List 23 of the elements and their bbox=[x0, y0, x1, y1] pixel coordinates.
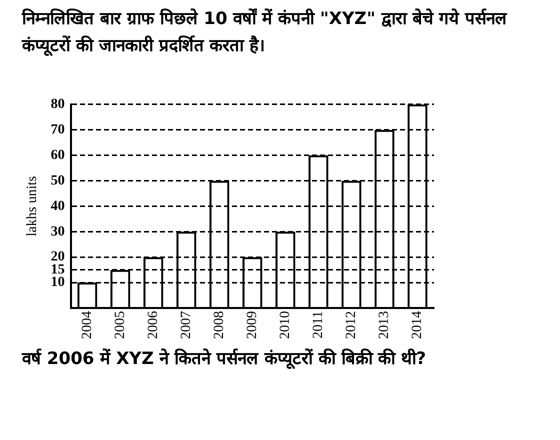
y-tick-label: 15 bbox=[50, 262, 65, 278]
x-tick-label: 2008 bbox=[212, 311, 228, 339]
x-tick-label: 2011 bbox=[311, 311, 326, 338]
x-tick-label: 2005 bbox=[113, 311, 128, 339]
x-tick-label: 2010 bbox=[278, 311, 294, 339]
x-tick-label: 2012 bbox=[344, 311, 360, 339]
y-axis-title: lakhs units bbox=[25, 176, 40, 236]
x-tick-label: 2007 bbox=[179, 311, 194, 339]
x-tick-label: 2006 bbox=[146, 311, 162, 339]
y-tick-label: 80 bbox=[50, 97, 65, 112]
x-tick-label: 2014 bbox=[410, 311, 426, 339]
y-tick-label: 70 bbox=[50, 122, 65, 138]
y-tick-label: 30 bbox=[50, 224, 65, 240]
text: वर्ष 2006 में XYZ ने कितने पर्सनल कंप्यूटरों की बिक्री की थी? bbox=[22, 348, 428, 371]
y-tick-label: 40 bbox=[50, 198, 65, 214]
y-tick-label: 50 bbox=[50, 173, 65, 188]
y-tick-label: 60 bbox=[50, 148, 65, 163]
x-tick-label: 2004 bbox=[80, 311, 95, 339]
chart-title: निम्नलिखित बार ग्राफ पिछले 10 वर्षों में कंपनी "XYZ" द्वारा बेचे गये पर्सनल कंप्यूटरों की जानकारी प्रदर्शित करता है। bbox=[22, 8, 508, 58]
x-tick-label: 2013 bbox=[377, 311, 392, 339]
y-tick-label: 10 bbox=[50, 275, 65, 290]
x-tick-label: 2009 bbox=[245, 311, 260, 339]
y-tick-label: 20 bbox=[50, 250, 65, 265]
